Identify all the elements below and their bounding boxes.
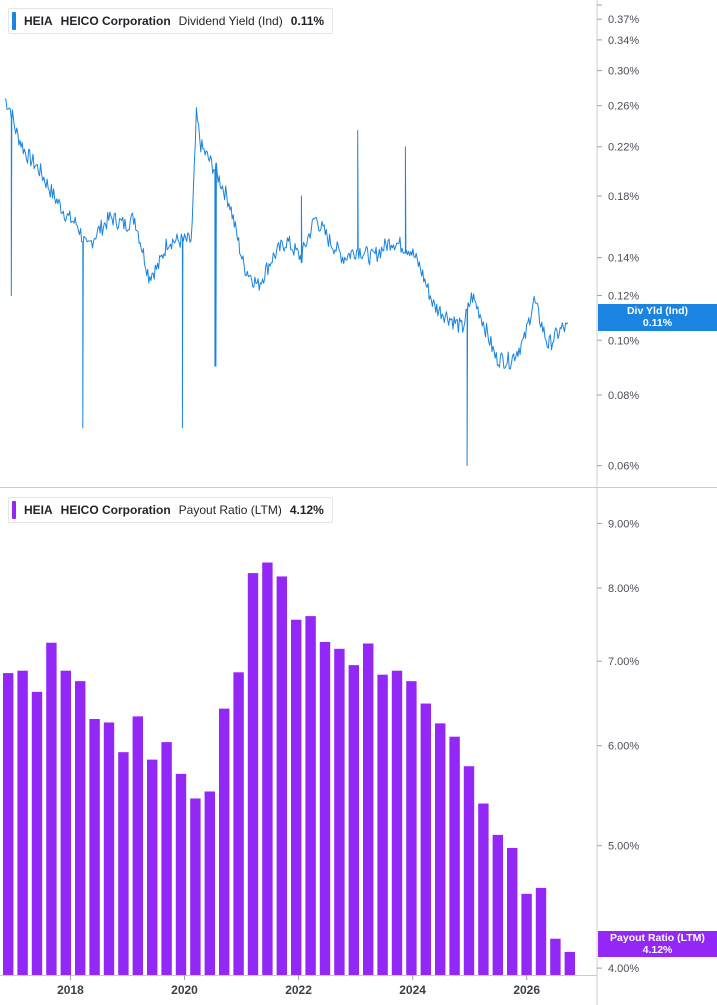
x-tick-label-2022: 2022 [285, 983, 312, 997]
series-swatch-bottom [12, 501, 16, 519]
bar-2021-Q1 [247, 573, 259, 975]
bar-2024-Q3 [449, 736, 460, 975]
bar-2023-Q1 [363, 643, 374, 975]
metric-top: Dividend Yield (Ind) [178, 14, 283, 28]
last-value-tag-top-value: 0.11% [642, 317, 673, 329]
bar-2023-Q2 [377, 674, 388, 975]
bar-2018-Q1 [75, 681, 86, 975]
ticker-bottom: HEIA [24, 503, 53, 517]
y-tick-label-top-8: 0.10% [608, 335, 639, 347]
bar-2020-Q3 [219, 708, 230, 975]
y-tick-label-top-5: 0.18% [608, 191, 639, 203]
bar-2021-Q4 [291, 619, 302, 975]
y-tick-label-top-10: 0.06% [608, 461, 639, 473]
bar-2025-Q2 [492, 834, 503, 975]
bar-2023-Q4 [406, 681, 417, 975]
bar-2024-Q4 [463, 766, 475, 975]
bar-2018-Q2 [89, 718, 100, 975]
bar-2022-Q2 [319, 641, 331, 975]
bar-2024-Q2 [435, 723, 446, 975]
bar-2022-Q4 [348, 665, 359, 975]
bar-2018-Q3 [103, 722, 115, 975]
bar-2019-Q4 [175, 773, 187, 975]
last-value-tag-bottom-label: Payout Ratio (LTM) [610, 932, 705, 944]
y-tick-label-top-0: 0.37% [608, 14, 639, 26]
bar-2017-Q2 [31, 691, 43, 975]
last-value-tag-bottom: Payout Ratio (LTM) 4.12% [598, 931, 717, 957]
bar-2026-Q3 [564, 951, 575, 975]
y-tick-label-bottom-0: 9.00% [608, 518, 639, 530]
legend-bottom: HEIA HEICO Corporation Payout Ratio (LTM… [8, 497, 333, 523]
bar-2023-Q3 [391, 670, 403, 975]
y-tick-label-top-4: 0.22% [608, 142, 639, 154]
bar-2020-Q1 [190, 798, 201, 975]
last-value-tag-top-label: Div Yld (Ind) [626, 305, 689, 317]
value-bottom: 4.12% [289, 503, 324, 517]
y-tick-label-top-7: 0.12% [608, 291, 639, 303]
bar-2021-Q2 [262, 562, 273, 975]
bar-2019-Q1 [132, 716, 143, 975]
ticker-top: HEIA [24, 14, 53, 28]
bar-2025-Q3 [507, 847, 518, 975]
y-tick-label-bottom-3: 6.00% [608, 741, 639, 753]
y-tick-label-bottom-4: 5.00% [608, 841, 639, 853]
bar-2025-Q1 [478, 803, 489, 975]
bar-2025-Q4 [521, 893, 532, 975]
bar-2026-Q1 [535, 887, 547, 975]
value-top: 0.11% [290, 14, 325, 28]
y-tick-label-top-6: 0.14% [608, 253, 639, 265]
bar-2021-Q3 [276, 576, 287, 975]
y-tick-label-bottom-1: 8.00% [608, 583, 639, 595]
y-tick-label-top-1: 0.34% [608, 35, 639, 47]
series-line-div-yld [4, 98, 569, 467]
bar-2017-Q4 [60, 670, 71, 975]
bar-2024-Q1 [420, 703, 431, 975]
y-tick-label-top-9: 0.08% [608, 390, 639, 402]
bar-2020-Q2 [204, 791, 215, 975]
metric-bottom: Payout Ratio (LTM) [178, 503, 282, 517]
x-tick-label-2026: 2026 [513, 983, 540, 997]
bar-2019-Q3 [161, 742, 172, 975]
y-tick-label-top-3: 0.26% [608, 101, 639, 113]
x-tick-label-2020: 2020 [171, 983, 198, 997]
legend-top: HEIA HEICO Corporation Dividend Yield (I… [8, 8, 334, 34]
bar-2019-Q2 [147, 759, 158, 975]
y-tick-label-bottom-5: 4.00% [608, 963, 639, 975]
y-tick-label-bottom-2: 7.00% [608, 656, 639, 668]
company-bottom: HEICO Corporation [60, 503, 171, 517]
x-tick-label-2024: 2024 [399, 983, 426, 997]
y-tick-label-top-2: 0.30% [608, 66, 639, 78]
bar-2022-Q1 [305, 616, 316, 975]
bar-2016-Q4 [3, 673, 14, 975]
last-value-tag-bottom-value: 4.12% [642, 944, 673, 956]
x-tick-label-2018: 2018 [57, 983, 84, 997]
series-swatch-top [12, 12, 16, 30]
bar-2022-Q3 [334, 648, 345, 975]
bar-2020-Q4 [233, 672, 244, 975]
bar-2017-Q3 [46, 642, 57, 975]
company-top: HEICO Corporation [60, 14, 171, 28]
last-value-tag-top: Div Yld (Ind) 0.11% [598, 304, 717, 331]
bar-2018-Q4 [118, 752, 129, 975]
bar-2026-Q2 [550, 938, 561, 975]
bar-2017-Q1 [17, 670, 28, 975]
